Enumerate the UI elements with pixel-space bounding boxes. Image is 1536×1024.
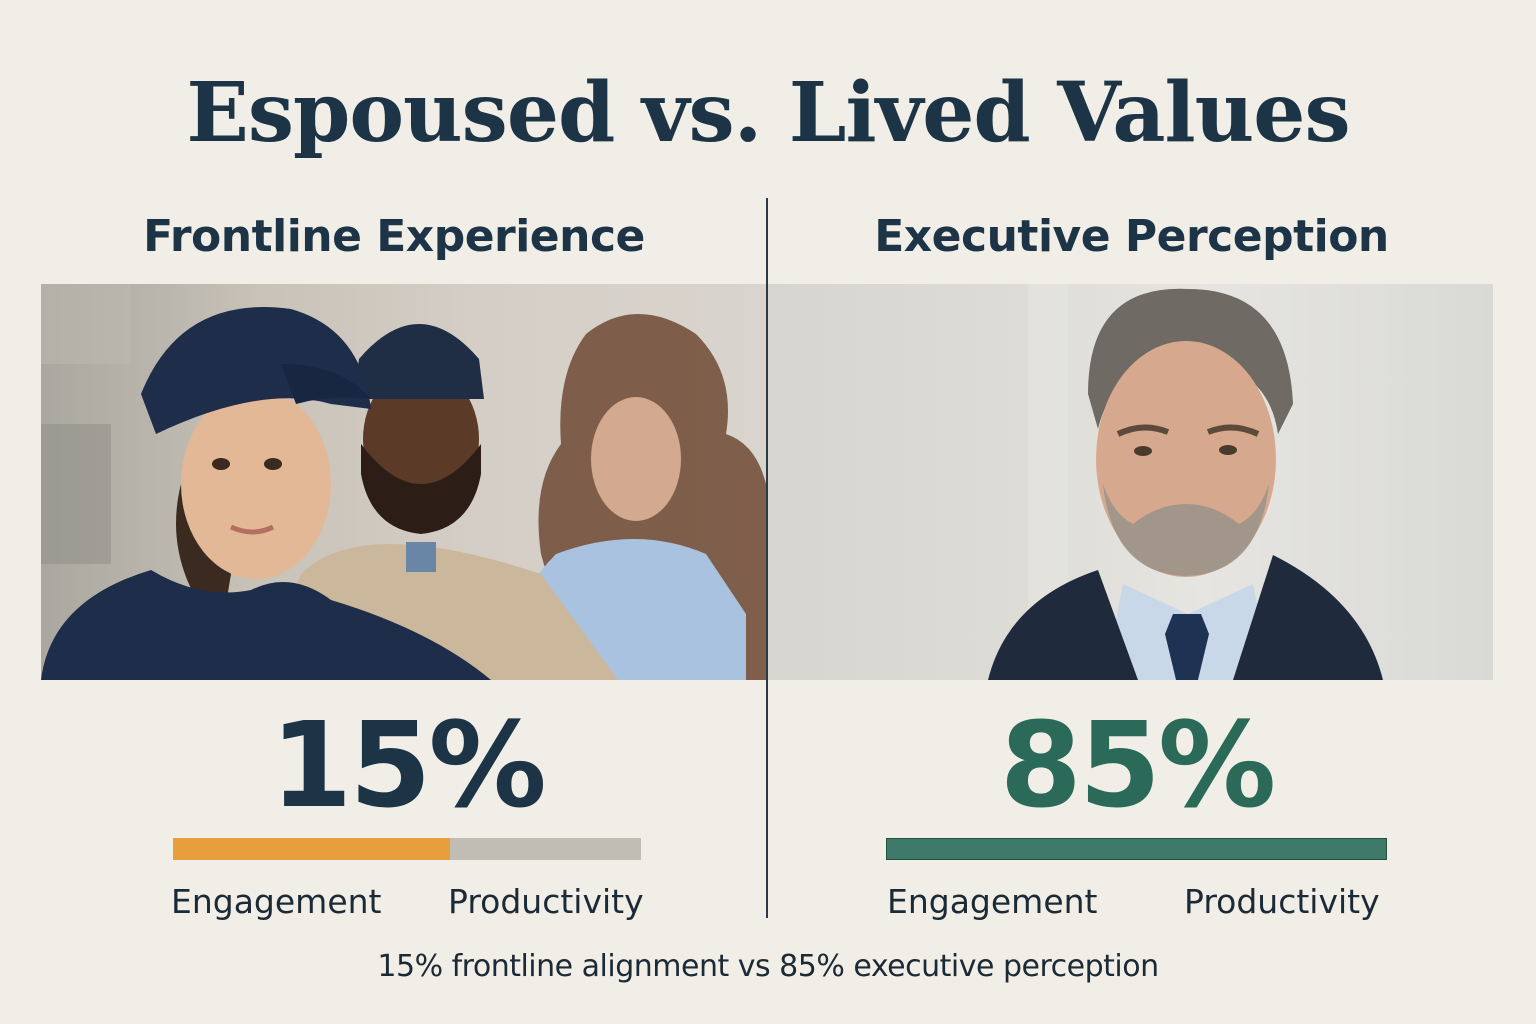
frontline-bar-fill xyxy=(173,838,450,860)
executive-portrait-photo xyxy=(768,284,1493,680)
frontline-engagement-label: Engagement xyxy=(171,882,382,921)
executive-engagement-label: Engagement xyxy=(887,882,1098,921)
footer-caption: 15% frontline alignment vs 85% executive… xyxy=(377,949,1159,984)
executive-heading: Executive Perception xyxy=(874,211,1389,262)
executive-alignment-bar xyxy=(886,838,1387,860)
frontline-alignment-bar xyxy=(173,838,641,860)
frontline-workers-photo xyxy=(41,284,766,680)
frontline-productivity-label: Productivity xyxy=(448,882,644,921)
frontline-heading: Frontline Experience xyxy=(143,211,645,262)
executive-percent: 85% xyxy=(999,696,1276,834)
executive-productivity-label: Productivity xyxy=(1184,882,1380,921)
panel-divider xyxy=(766,198,768,918)
page-title: Espoused vs. Lived Values xyxy=(186,65,1350,161)
frontline-percent: 15% xyxy=(270,696,546,834)
executive-bar-fill xyxy=(887,839,1386,859)
